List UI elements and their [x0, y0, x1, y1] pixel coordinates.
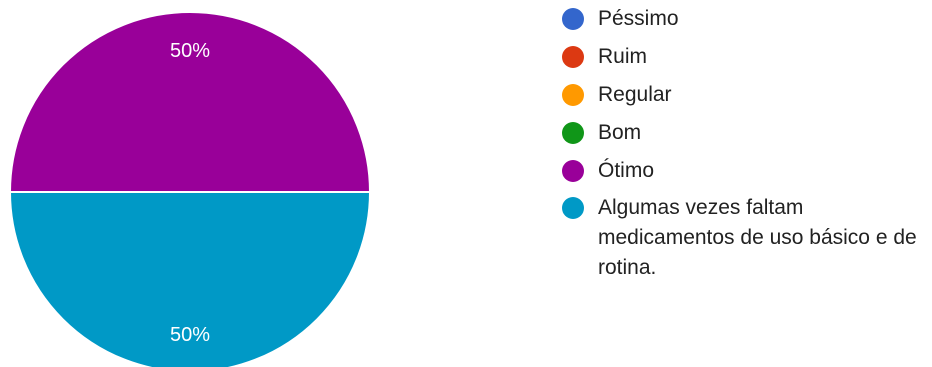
legend-item-otimo[interactable]: Ótimo	[562, 158, 932, 184]
legend-swatch-faltam-medicamentos	[562, 197, 584, 219]
legend-swatch-bom	[562, 122, 584, 144]
pie-slice-5[interactable]	[8, 191, 372, 367]
legend-item-pessimo[interactable]: Péssimo	[562, 6, 932, 32]
legend-label-bom: Bom	[598, 121, 642, 144]
legend-item-bom[interactable]: Bom	[562, 120, 932, 146]
legend-swatch-pessimo	[562, 8, 584, 30]
legend-item-regular[interactable]: Regular	[562, 82, 932, 108]
legend-swatch-ruim	[562, 46, 584, 68]
legend-swatch-otimo	[562, 160, 584, 182]
pie-slice-label-5: 50%	[170, 324, 210, 346]
legend-item-faltam-medicamentos[interactable]: Algumas vezes faltam medicamentos de uso…	[562, 193, 922, 283]
pie-slice-labels: 50% 50%	[170, 40, 210, 346]
legend-label-otimo: Ótimo	[598, 159, 655, 182]
pie-slice-label-4: 50%	[170, 40, 210, 62]
legend: Péssimo Ruim Regular Bom Ótimo Algumas v…	[562, 6, 932, 295]
legend-label-faltam-medicamentos: Algumas vezes faltam medicamentos de uso…	[598, 196, 917, 279]
legend-label-pessimo: Péssimo	[598, 7, 679, 30]
legend-label-regular: Regular	[598, 83, 672, 106]
legend-item-ruim[interactable]: Ruim	[562, 44, 932, 70]
legend-label-ruim: Ruim	[598, 45, 648, 68]
pie-slices	[8, 11, 372, 367]
pie-slice-4[interactable]	[8, 11, 372, 193]
pie-chart: 50% 50%	[8, 11, 372, 367]
legend-swatch-regular	[562, 84, 584, 106]
